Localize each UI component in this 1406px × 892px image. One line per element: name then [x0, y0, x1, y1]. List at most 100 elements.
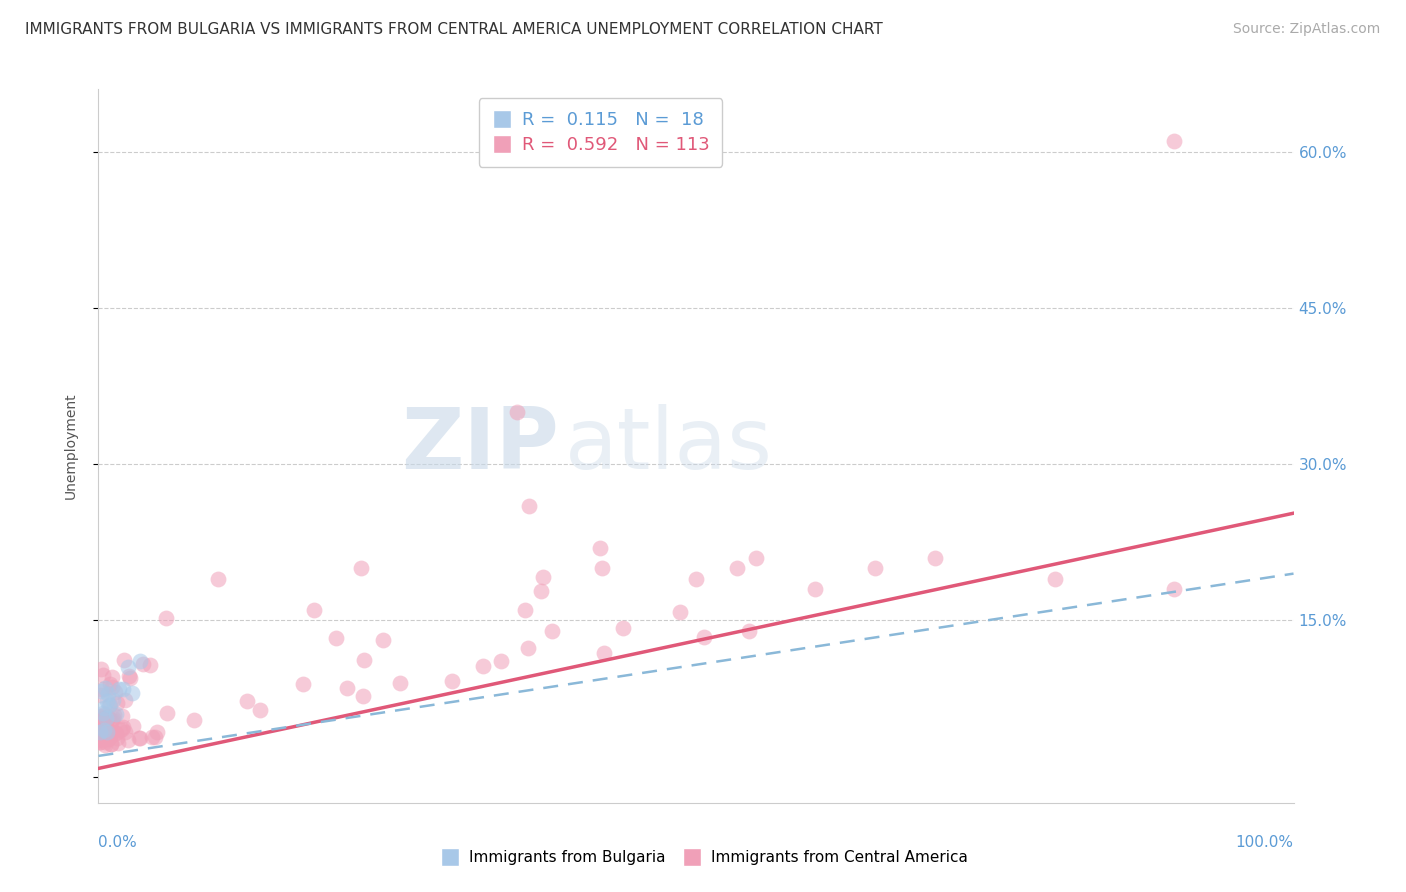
Point: [531, 570, 554, 584]
Point: [692, 630, 714, 644]
Legend: Immigrants from Bulgaria, Immigrants from Central America: Immigrants from Bulgaria, Immigrants fro…: [432, 844, 974, 871]
Point: [89, 732, 111, 747]
Point: [118, 669, 141, 683]
Point: [111, 708, 134, 723]
Point: [207, 572, 229, 586]
Point: [89, 731, 111, 745]
Point: [738, 624, 761, 638]
Point: [93, 738, 115, 752]
Point: [90, 688, 112, 702]
Text: IMMIGRANTS FROM BULGARIA VS IMMIGRANTS FROM CENTRAL AMERICA UNEMPLOYMENT CORRELA: IMMIGRANTS FROM BULGARIA VS IMMIGRANTS F…: [25, 22, 883, 37]
Point: [108, 723, 131, 737]
Point: [90, 714, 112, 728]
Point: [117, 659, 139, 673]
Point: [90, 681, 112, 696]
Point: [93, 711, 115, 725]
Point: [589, 541, 612, 555]
Point: [93, 681, 115, 695]
Point: [128, 731, 150, 745]
Point: [103, 708, 125, 723]
Point: [101, 680, 124, 694]
Point: [93, 727, 115, 741]
Text: atlas: atlas: [565, 404, 772, 488]
Point: [336, 681, 359, 695]
Point: [352, 690, 374, 704]
Point: [440, 674, 463, 689]
Point: [89, 709, 111, 723]
Point: [89, 724, 111, 739]
Point: [100, 713, 122, 727]
Point: [593, 646, 616, 660]
Point: [139, 657, 162, 672]
Point: [97, 723, 120, 737]
Point: [97, 731, 120, 746]
Point: [516, 640, 538, 655]
Point: [89, 725, 111, 739]
Text: 0.0%: 0.0%: [98, 835, 138, 850]
Point: [513, 603, 536, 617]
Point: [103, 693, 125, 707]
Point: [350, 561, 373, 575]
Point: [104, 684, 127, 698]
Point: [96, 724, 118, 739]
Legend: R =  0.115   N =  18, R =  0.592   N = 113: R = 0.115 N = 18, R = 0.592 N = 113: [478, 98, 723, 167]
Point: [96, 727, 118, 741]
Point: [100, 669, 122, 683]
Point: [804, 582, 827, 597]
Point: [89, 735, 111, 749]
Point: [97, 710, 120, 724]
Point: [89, 734, 111, 748]
Point: [472, 658, 495, 673]
Point: [94, 714, 117, 728]
Point: [94, 734, 117, 748]
Point: [105, 696, 128, 710]
Point: [97, 687, 120, 701]
Point: [128, 654, 150, 668]
Point: [325, 631, 347, 645]
Point: [249, 703, 271, 717]
Point: [128, 731, 150, 745]
Point: [156, 706, 179, 720]
Point: [91, 706, 114, 720]
Point: [97, 728, 120, 742]
Point: [1163, 134, 1185, 148]
Point: [108, 682, 131, 697]
Point: [96, 711, 118, 725]
Point: [236, 693, 259, 707]
Point: [89, 713, 111, 727]
Point: [725, 561, 748, 575]
Point: [491, 654, 513, 668]
Point: [90, 684, 112, 698]
Point: [389, 675, 412, 690]
Point: [98, 727, 121, 741]
Point: [96, 694, 118, 708]
Point: [98, 698, 121, 712]
Point: [98, 718, 121, 732]
Point: [107, 736, 129, 750]
Point: [865, 561, 887, 575]
Point: [89, 732, 111, 747]
Point: [541, 624, 564, 638]
Point: [506, 405, 529, 419]
Point: [93, 721, 115, 735]
Point: [93, 723, 115, 737]
Point: [100, 737, 122, 751]
Point: [98, 698, 121, 712]
Point: [105, 706, 128, 721]
Point: [104, 726, 127, 740]
Point: [104, 726, 127, 740]
Text: ZIP: ZIP: [401, 404, 558, 488]
Point: [90, 729, 112, 743]
Point: [90, 727, 112, 741]
Point: [90, 662, 112, 676]
Point: [94, 713, 117, 727]
Point: [98, 677, 121, 691]
Point: [114, 693, 136, 707]
Y-axis label: Unemployment: Unemployment: [63, 392, 77, 500]
Point: [111, 722, 134, 736]
Point: [112, 653, 135, 667]
Point: [121, 719, 143, 733]
Point: [105, 731, 128, 745]
Point: [530, 583, 553, 598]
Point: [117, 732, 139, 747]
